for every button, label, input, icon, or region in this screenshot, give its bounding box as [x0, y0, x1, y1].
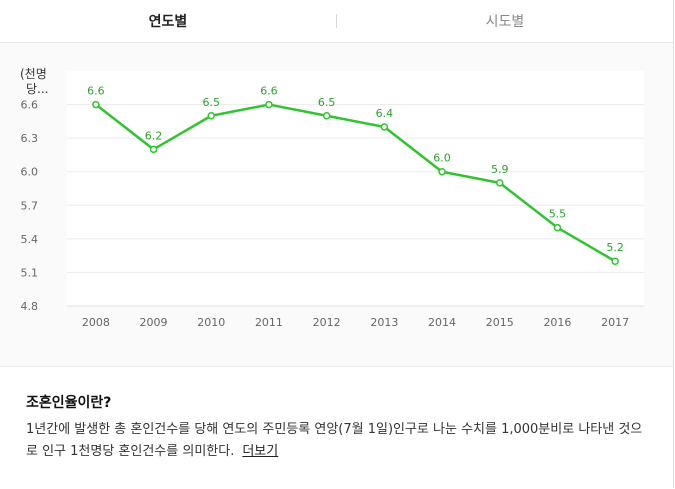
tab-by-year[interactable]: 연도별	[148, 14, 188, 30]
data-point[interactable]	[207, 112, 215, 120]
x-tick-label: 2017	[601, 316, 629, 329]
data-label: 6.6	[87, 85, 105, 98]
x-tick-label: 2011	[255, 316, 283, 329]
data-point[interactable]	[380, 123, 389, 131]
data-point[interactable]	[322, 112, 331, 120]
y-tick-label: 5.1	[21, 266, 39, 279]
y-tick-label: 5.4	[21, 233, 39, 246]
y-tick-label: 6.0	[21, 166, 39, 179]
data-point[interactable]	[553, 223, 562, 232]
tab-bar: 연도별 시도별	[0, 0, 673, 43]
data-point[interactable]	[92, 100, 100, 109]
more-link[interactable]: 더보기	[242, 444, 279, 459]
y-tick-label: 6.3	[21, 132, 39, 145]
series-line	[95, 103, 616, 263]
line-chart: (천명 당... 6.6 6.3 6.0 5.7 5.4 5.1 4.8 2008 2009 2…	[20, 66, 644, 329]
x-tick-label: 2010	[197, 316, 225, 329]
data-point[interactable]	[496, 179, 504, 187]
x-tick-label: 2009	[140, 316, 168, 329]
y-tick-label: 4.8	[21, 300, 39, 313]
y-unit-label-line1: (천명	[20, 66, 47, 81]
data-label: 6.5	[318, 96, 336, 109]
tab-by-region[interactable]: 시도별	[485, 14, 525, 30]
x-tick-label: 2014	[428, 316, 456, 329]
x-tick-label: 2012	[313, 316, 341, 329]
tab-divider	[336, 14, 337, 28]
data-label: 6.0	[433, 152, 451, 165]
y-unit-label-line2: 당...	[26, 82, 48, 96]
data-label: 5.5	[549, 208, 567, 221]
data-label: 5.9	[491, 163, 509, 176]
description-text: 1년간에 발생한 총 혼인건수를 당해 연도의 주민등록 연앙(7월 1일)인구…	[26, 422, 643, 459]
description-text-block: 1년간에 발생한 총 혼인건수를 당해 연도의 주민등록 연앙(7월 1일)인구…	[26, 419, 651, 463]
data-label: 6.4	[376, 107, 394, 120]
data-point[interactable]	[438, 167, 446, 176]
data-label: 6.6	[260, 85, 278, 98]
x-tick-label: 2008	[82, 316, 110, 329]
x-tick-label: 2013	[370, 316, 398, 329]
data-label: 5.2	[606, 241, 624, 254]
chart-area: (천명 당... 6.6 6.3 6.0 5.7 5.4 5.1 4.8 2008 2009 2…	[0, 43, 673, 366]
data-point[interactable]	[265, 100, 273, 109]
data-label: 6.2	[145, 129, 163, 142]
y-tick-label: 6.6	[21, 99, 39, 112]
x-tick-label: 2016	[543, 316, 571, 329]
data-point[interactable]	[611, 257, 619, 265]
data-label: 6.5	[203, 96, 221, 109]
plot-background	[67, 71, 644, 306]
description-section: 조혼인율이란? 1년간에 발생한 총 혼인건수를 당해 연도의 주민등록 연앙(…	[0, 366, 673, 488]
y-tick-label: 5.7	[21, 199, 39, 212]
description-title: 조혼인율이란?	[26, 395, 112, 411]
data-point[interactable]	[149, 145, 158, 154]
x-tick-label: 2015	[486, 316, 514, 329]
